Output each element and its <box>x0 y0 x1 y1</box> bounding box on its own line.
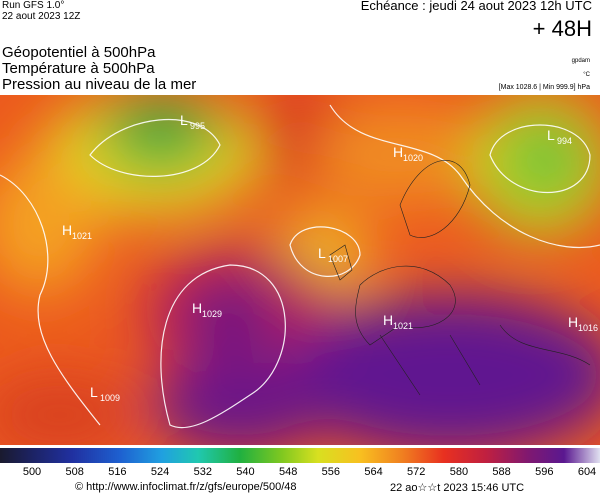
pressure-center: H 1021 <box>383 312 413 331</box>
pressure-center: H 1020 <box>393 144 423 163</box>
pressure-letter: H <box>383 312 393 328</box>
field: Température à 500hPa <box>2 60 155 77</box>
colorbar-label: 516 <box>108 466 127 478</box>
pressure-letter: H <box>192 300 202 316</box>
pressure-letter: L <box>180 112 188 128</box>
colorbar-label: 508 <box>65 466 84 478</box>
pressure-value: 994 <box>557 136 572 146</box>
colorbar-label: 572 <box>407 466 426 478</box>
field: Géopotentiel à 500hPa <box>2 44 156 61</box>
colorbar-label: 532 <box>193 466 212 478</box>
unit: gpdam <box>571 58 590 64</box>
unit: °C <box>583 72 590 78</box>
colorbar-label: 524 <box>150 466 170 478</box>
colorbar-label: 596 <box>535 466 554 478</box>
lead: + 48H <box>532 16 592 41</box>
pressure-value: 1016 <box>578 323 598 333</box>
run: Run GFS 1.0° <box>2 0 65 11</box>
colorbar-label: 580 <box>449 466 469 478</box>
footer-date: 22 ao☆☆t 2023 15:46 UTC <box>390 482 525 494</box>
pressure-letter: H <box>62 222 72 238</box>
pressure-value: 1007 <box>328 254 348 264</box>
colorbar <box>0 448 600 463</box>
footer-url: © http://www.infoclimat.fr/z/gfs/europe/… <box>75 481 297 493</box>
pressure-letter: H <box>568 314 578 330</box>
pressure-value: 1021 <box>393 321 413 331</box>
run-date: 22 aout 2023 12Z <box>2 11 81 22</box>
pressure-value: 1020 <box>403 153 423 163</box>
pressure-center: H 1021 <box>62 222 92 241</box>
pressure-value: 1009 <box>100 393 120 403</box>
pressure-center: H 1029 <box>192 300 222 319</box>
colorbar-label: 588 <box>492 466 511 478</box>
pressure-letter: H <box>393 144 403 160</box>
pressure-center: H 1016 <box>568 314 598 333</box>
colorbar-label: 548 <box>278 466 298 478</box>
colorbar-label: 556 <box>321 466 341 478</box>
pressure-letter: L <box>547 127 555 143</box>
pressure-value: 1029 <box>202 309 222 319</box>
colorbar-label: 540 <box>236 466 255 478</box>
pressure-center: L 1007 <box>318 245 348 264</box>
echeance: Echéance : jeudi 24 aout 2023 12h UTC <box>360 0 592 13</box>
pressure-letter: L <box>318 245 326 261</box>
colorbar-labels: 500 508 516 524 532 540 548 556 564 572 580 588 596 6… <box>0 466 600 480</box>
field: Pression au niveau de la mer <box>2 76 197 93</box>
colorbar-label: 500 <box>22 466 42 478</box>
pressure-center: L 994 <box>547 127 572 146</box>
pressure-range: [Max 1028.6 | Min 999.9] hPa <box>498 84 590 91</box>
pressure-value: 1021 <box>72 231 92 241</box>
pressure-center: L 995 <box>180 112 205 131</box>
pressure-letter: L <box>90 384 98 400</box>
colorbar-label: 564 <box>364 466 383 478</box>
pressure-value: 995 <box>190 121 205 131</box>
pressure-center: L 1009 <box>90 384 120 403</box>
colorbar-label: 604 <box>577 466 597 478</box>
